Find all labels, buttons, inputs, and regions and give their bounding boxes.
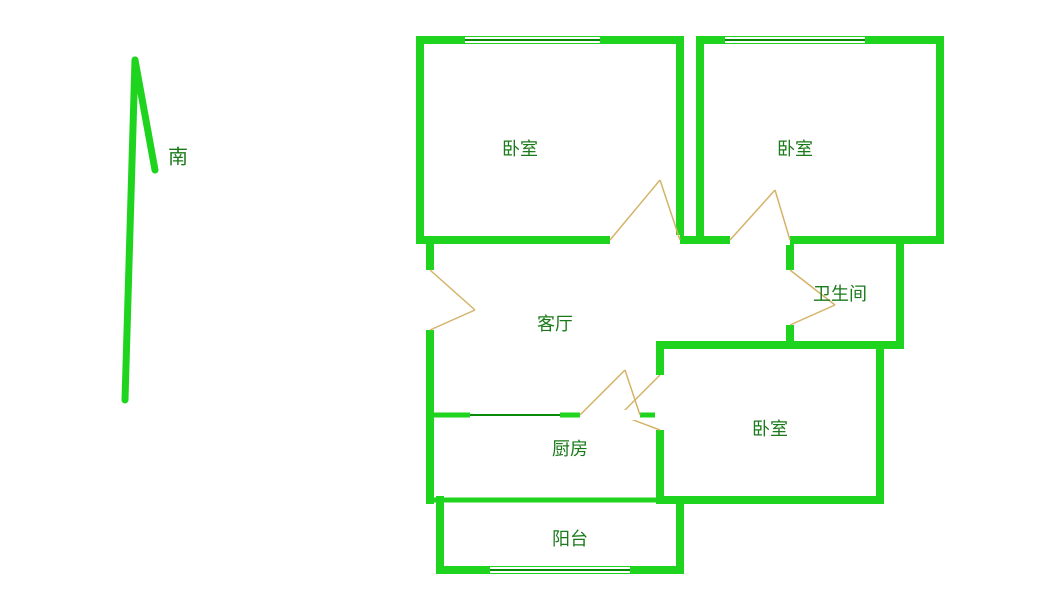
door-leaf xyxy=(580,370,625,415)
room-label-balcony: 阳台 xyxy=(552,529,588,549)
door-leaf xyxy=(730,190,775,240)
compass-group: 南 xyxy=(125,60,188,400)
room-label-kitchen: 厨房 xyxy=(552,439,588,459)
room-label-bedroom-3: 卧室 xyxy=(752,419,788,439)
door-arc xyxy=(775,190,790,240)
windows-group xyxy=(465,40,865,570)
floorplan-diagram: 卧室卧室卫生间客厅卧室厨房阳台 南 xyxy=(0,0,1059,607)
door-leaf xyxy=(610,180,660,240)
compass-arrow-line xyxy=(135,60,155,170)
compass-main-line xyxy=(125,60,135,400)
walls-group xyxy=(420,40,940,570)
room-label-bedroom-1: 卧室 xyxy=(502,139,538,159)
door-leaf xyxy=(620,375,660,415)
door-arc xyxy=(430,310,475,330)
doors-group xyxy=(430,180,835,430)
room-label-bathroom: 卫生间 xyxy=(813,284,867,304)
room-label-living: 客厅 xyxy=(537,314,573,334)
door-leaf xyxy=(430,270,475,310)
room-label-bedroom-2: 卧室 xyxy=(777,139,813,159)
compass-label: 南 xyxy=(168,145,188,168)
door-arc xyxy=(790,305,835,325)
